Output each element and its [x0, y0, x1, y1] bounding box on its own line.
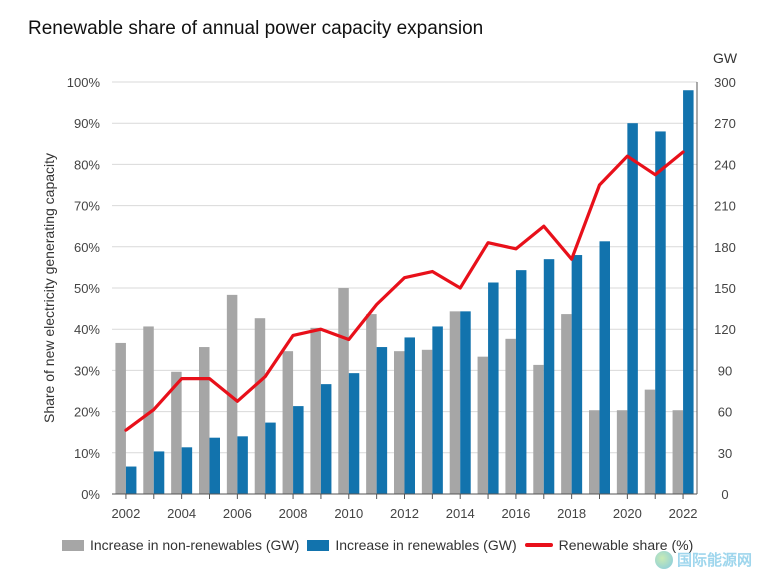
y-left-tick-label: 80% [74, 157, 100, 172]
bar-nonrenewables [477, 356, 489, 494]
bar-nonrenewables [589, 410, 600, 494]
bar-nonrenewables [338, 288, 349, 494]
y-right-tick-label: 30 [718, 446, 732, 461]
x-tick-label: 2014 [446, 506, 475, 521]
bar-nonrenewables [366, 314, 377, 494]
legend-swatch-nonrenewables [62, 539, 84, 551]
bar-renewables [293, 406, 304, 494]
y-left-tick-label: 30% [74, 363, 100, 378]
bar-renewables [181, 447, 193, 494]
x-tick-label: 2016 [501, 506, 530, 521]
bar-nonrenewables [644, 389, 656, 494]
bar-nonrenewables [310, 327, 321, 494]
bar-renewables [655, 131, 666, 494]
bar-nonrenewables [561, 314, 572, 494]
y-right-tick-label: 60 [718, 405, 732, 420]
y-right-tick-label: 300 [714, 75, 736, 90]
y-left-tick-label: 0% [81, 487, 100, 502]
x-tick-label: 2004 [167, 506, 196, 521]
bar-nonrenewables [505, 338, 516, 494]
bar-renewables [488, 282, 499, 494]
y-left-axis-label: Share of new electricity generating capa… [41, 153, 57, 423]
bar-renewables [404, 337, 415, 494]
chart-title: Renewable share of annual power capacity… [28, 18, 484, 39]
x-tick-label: 2010 [334, 506, 363, 521]
bar-renewables [265, 422, 276, 494]
bar-renewables [348, 373, 360, 494]
y-right-tick-label: 0 [721, 487, 728, 502]
bar-nonrenewables [115, 342, 126, 494]
y-left-tick-label: 20% [74, 405, 100, 420]
bar-renewables [376, 347, 388, 494]
legend-item-share: Renewable share (%) [524, 537, 694, 553]
y-right-axis-label: GW [713, 50, 738, 66]
bar-renewables [683, 90, 694, 495]
x-tick-label: 2008 [279, 506, 308, 521]
y-right-tick-label: 270 [714, 116, 736, 131]
bar-nonrenewables [616, 410, 628, 494]
watermark-logo-icon [654, 550, 673, 569]
y-right-tick-label: 210 [714, 199, 736, 214]
bar-nonrenewables [672, 410, 684, 494]
legend-swatch-share [524, 543, 553, 547]
bar-nonrenewables [254, 318, 266, 494]
y-right-tick-label: 180 [714, 240, 736, 255]
bar-nonrenewables [143, 326, 154, 494]
legend-item-renewables: Increase in renewables (GW) [307, 537, 517, 553]
y-left-tick-label: 90% [74, 116, 100, 131]
bar-nonrenewables [421, 349, 433, 494]
bar-renewables [320, 384, 332, 494]
y-left-tick-label: 40% [74, 322, 100, 337]
bar-nonrenewables [533, 364, 544, 494]
x-tick-label: 2018 [557, 506, 586, 521]
bar-nonrenewables [449, 311, 461, 494]
line-renewable-share [124, 150, 685, 432]
bar-renewables [599, 241, 610, 494]
legend: Increase in non-renewables (GW) Increase… [62, 537, 701, 553]
bar-renewables [237, 436, 248, 494]
watermark: 国际能源网 [654, 549, 752, 570]
y-left-tick-label: 10% [74, 446, 100, 461]
bar-renewables [571, 255, 583, 494]
bar-renewables [153, 451, 165, 494]
y-right-tick-label: 120 [714, 322, 736, 337]
legend-item-nonrenewables: Increase in non-renewables (GW) [62, 537, 299, 553]
y-right-tick-label: 90 [718, 363, 732, 378]
x-tick-label: 2006 [223, 506, 252, 521]
legend-label-nonrenewables: Increase in non-renewables (GW) [90, 537, 300, 553]
y-left-tick-label: 60% [74, 240, 100, 255]
bar-renewables [209, 437, 220, 494]
x-tick-label: 2022 [669, 506, 698, 521]
y-right-tick-label: 150 [714, 281, 736, 296]
x-tick-label: 2012 [390, 506, 419, 521]
bar-nonrenewables [394, 351, 405, 494]
legend-swatch-renewables [307, 539, 330, 551]
watermark-text: 国际能源网 [676, 552, 752, 569]
bar-renewables [432, 326, 443, 494]
y-left-tick-label: 70% [74, 199, 100, 214]
legend-label-share: Renewable share (%) [558, 537, 694, 553]
y-right-tick-label: 240 [714, 157, 736, 172]
bar-renewables [125, 466, 137, 494]
bar-nonrenewables [282, 351, 294, 494]
bar-renewables [460, 311, 471, 494]
x-tick-label: 2002 [111, 506, 140, 521]
bar-renewables [627, 123, 638, 494]
bar-renewables [515, 270, 527, 494]
bar-nonrenewables [226, 294, 238, 494]
bar-nonrenewables [199, 347, 210, 494]
x-tick-label: 2020 [613, 506, 642, 521]
bar-nonrenewables [171, 371, 182, 494]
y-left-tick-label: 50% [74, 281, 100, 296]
y-left-tick-label: 100% [67, 75, 101, 90]
bar-renewables [543, 259, 555, 494]
legend-label-renewables: Increase in renewables (GW) [335, 537, 517, 553]
